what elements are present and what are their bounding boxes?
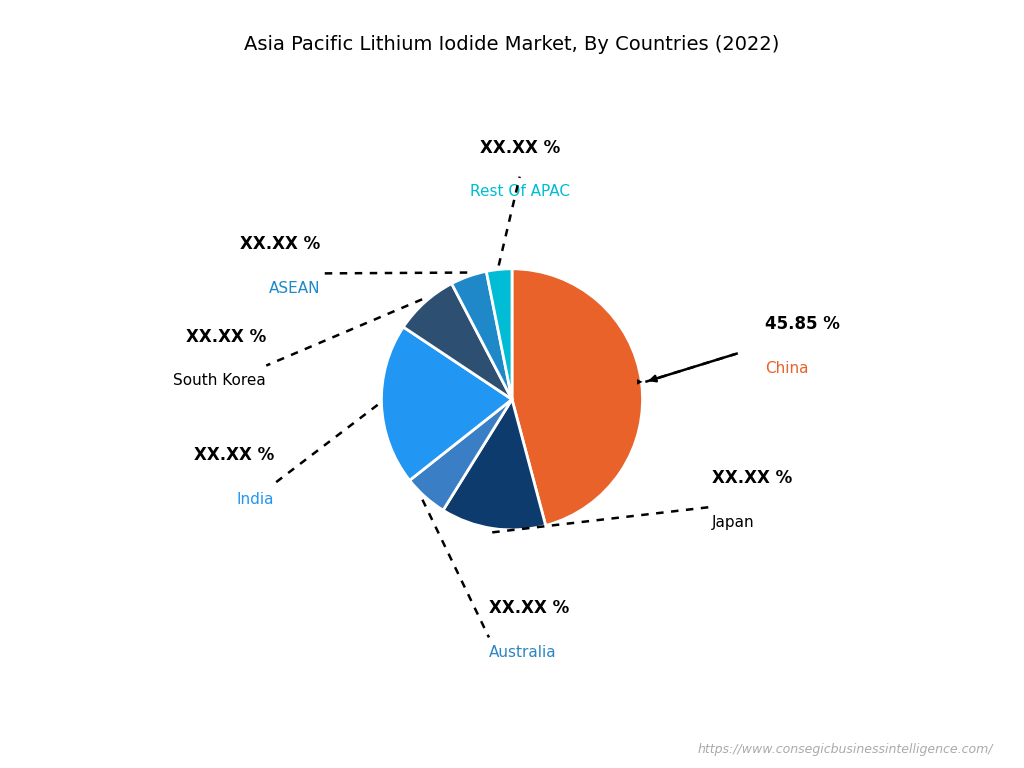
Text: India: India (237, 492, 273, 507)
Text: Japan: Japan (712, 515, 755, 530)
Text: China: China (765, 361, 809, 376)
Text: XX.XX %: XX.XX % (479, 139, 560, 157)
Text: Rest Of APAC: Rest Of APAC (470, 184, 569, 200)
Wedge shape (443, 399, 546, 530)
Text: XX.XX %: XX.XX % (712, 469, 792, 487)
Text: XX.XX %: XX.XX % (186, 328, 266, 346)
Wedge shape (452, 271, 512, 399)
Text: XX.XX %: XX.XX % (240, 236, 319, 253)
Wedge shape (486, 269, 512, 399)
Wedge shape (410, 399, 512, 510)
Text: 45.85 %: 45.85 % (765, 316, 841, 333)
Wedge shape (512, 269, 642, 525)
Text: XX.XX %: XX.XX % (488, 600, 569, 617)
Text: Asia Pacific Lithium Iodide Market, By Countries (2022): Asia Pacific Lithium Iodide Market, By C… (245, 35, 779, 54)
Text: ASEAN: ASEAN (268, 281, 319, 296)
Text: XX.XX %: XX.XX % (194, 446, 273, 464)
Wedge shape (382, 327, 512, 480)
Text: South Korea: South Korea (173, 373, 266, 389)
Text: https://www.consegicbusinessintelligence.com/: https://www.consegicbusinessintelligence… (697, 743, 993, 756)
Wedge shape (403, 283, 512, 399)
Text: Australia: Australia (488, 645, 557, 660)
